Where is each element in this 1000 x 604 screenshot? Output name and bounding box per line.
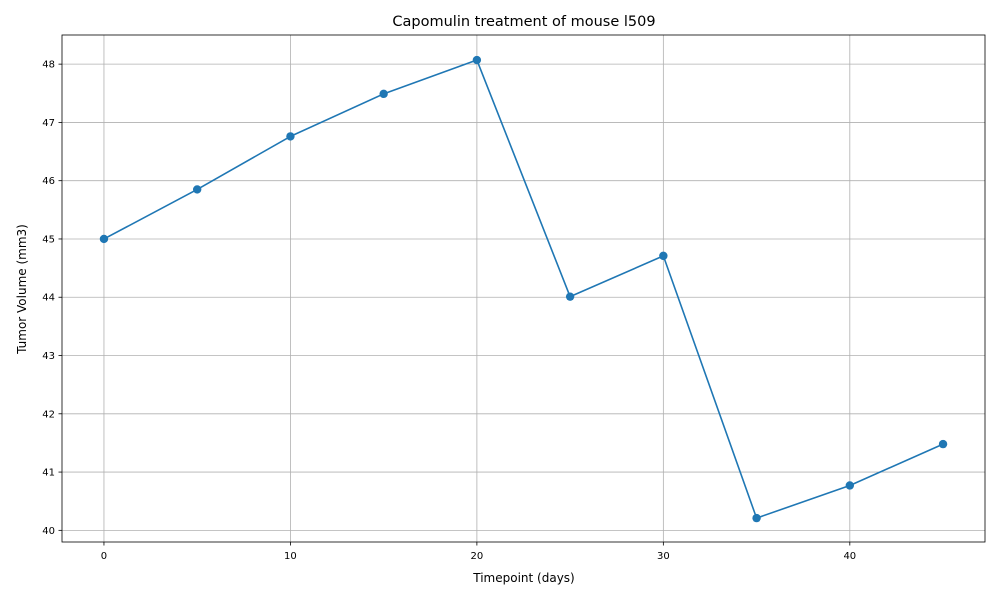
x-tick-label: 20	[471, 551, 484, 562]
x-tick-label: 10	[284, 551, 297, 562]
y-tick-label: 47	[42, 118, 55, 129]
data-point	[845, 481, 855, 490]
x-tick-label: 30	[657, 551, 670, 562]
series-layer	[99, 55, 948, 523]
data-point	[99, 234, 109, 244]
y-tick-label: 40	[42, 526, 55, 537]
y-axis-label: Tumor Volume (mm3)	[15, 224, 29, 355]
data-point	[752, 513, 761, 523]
y-tick-label: 46	[42, 176, 55, 187]
y-tick-label: 41	[42, 468, 55, 479]
series-line	[103, 59, 944, 519]
y-tick-label: 48	[42, 60, 55, 71]
x-axis-label: Timepoint (days)	[472, 571, 574, 585]
y-tick-label: 44	[42, 293, 55, 304]
data-point	[565, 292, 575, 301]
plot-frame	[61, 34, 986, 543]
x-tick-label: 40	[843, 551, 856, 562]
y-tick-label: 42	[42, 409, 55, 420]
chart-title: Capomulin treatment of mouse l509	[392, 14, 655, 30]
data-point	[379, 89, 388, 99]
data-point	[472, 55, 482, 65]
y-tick-label: 45	[42, 234, 55, 245]
data-point	[286, 132, 295, 141]
data-point	[192, 185, 202, 194]
tick-layer: 0 10 20 30 40 40 41 42 43 44 45 46 47 48	[42, 60, 856, 562]
grid-layer	[62, 35, 985, 542]
data-point	[659, 251, 668, 261]
x-tick-label: 0	[101, 551, 107, 562]
y-tick-label: 43	[42, 351, 55, 362]
data-point	[938, 439, 948, 449]
